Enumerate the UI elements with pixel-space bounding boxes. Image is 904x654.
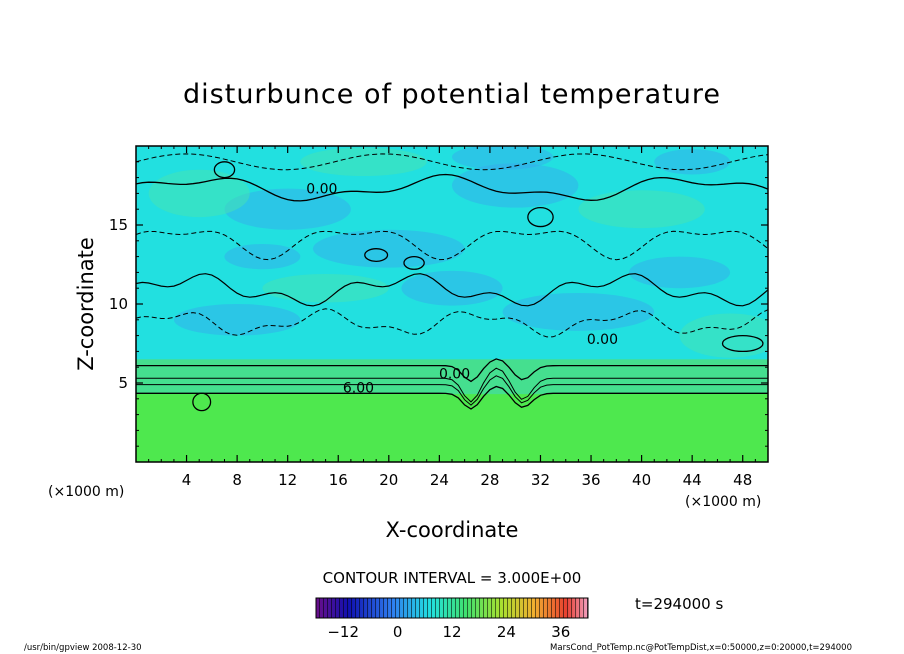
contour-label: 0.00: [587, 332, 618, 348]
contour-label: 0.00: [439, 367, 470, 383]
field-patch: [502, 292, 655, 331]
contour-line: [136, 273, 768, 307]
field-patch: [452, 146, 554, 170]
x-tick-label: 24: [430, 471, 449, 489]
colorbar-tick-label: 24: [497, 623, 516, 641]
contour-line: [136, 308, 768, 338]
field-patch: [173, 304, 301, 336]
lower-layer: [136, 394, 768, 462]
x-tick-label: 12: [278, 471, 297, 489]
contour-labels: 0.00 0.00 0.00 6.00: [306, 182, 618, 397]
field-patch: [312, 229, 465, 268]
x-tick-label: 28: [480, 471, 499, 489]
contour-lines: [136, 153, 768, 412]
contour-line: [136, 385, 768, 410]
chart-title: disturbunce of potential temperature: [183, 79, 721, 110]
colorbar-tick-label: 0: [393, 623, 403, 641]
footer-left: /usr/bin/gpview 2008-12-30: [24, 643, 142, 653]
field-patch: [452, 163, 579, 208]
contour-line: [136, 367, 768, 403]
plot-area: [136, 146, 768, 462]
contour-line: [136, 375, 768, 406]
y-tick-label: 5: [118, 374, 128, 392]
time-label: t=294000 s: [635, 595, 723, 613]
field-patch: [148, 169, 250, 218]
field-patch: [224, 243, 301, 270]
footer-right: MarsCond_PotTemp.nc@PotTempDist,x=0:5000…: [550, 643, 852, 653]
closed-contour: [403, 255, 425, 270]
contour-line: [136, 153, 768, 171]
x-tick-label: 48: [733, 471, 752, 489]
field-patch: [654, 149, 731, 175]
x-unit-left: (×1000 m): [48, 484, 124, 500]
colorbar-ticks: −12 0 12 24 36: [327, 623, 570, 641]
closed-contour: [721, 334, 764, 353]
closed-contour: [527, 206, 554, 228]
closed-contour: [364, 248, 389, 262]
field-patches: [148, 146, 768, 358]
contour-label: 0.00: [306, 182, 337, 198]
y-tick-label: 15: [109, 216, 128, 234]
x-unit-right: (×1000 m): [685, 494, 761, 510]
colorbar-tick-label: 12: [442, 623, 461, 641]
field-patch: [224, 188, 351, 230]
contour-line: [136, 173, 768, 202]
x-tick-label: 44: [683, 471, 702, 489]
colorbar: [315, 597, 589, 619]
x-tick-label: 36: [581, 471, 600, 489]
x-tick-label: 16: [329, 471, 348, 489]
field-patch: [628, 256, 731, 289]
x-axis-label: X-coordinate: [386, 518, 519, 542]
y-axis: 5 10 15: [109, 161, 768, 447]
contour-label: 6.00: [343, 381, 374, 397]
field-patch: [578, 190, 705, 229]
contour-line: [136, 358, 768, 383]
closed-contour: [192, 392, 212, 412]
x-tick-label: 20: [379, 471, 398, 489]
field-patch: [300, 147, 427, 177]
field-patch: [401, 270, 503, 306]
y-axis-label: Z-coordinate: [74, 237, 98, 371]
colorbar-tick-label: −12: [327, 623, 359, 641]
colorbar-tick-label: 36: [551, 623, 570, 641]
x-axis: 4 8 12 16 20 24 28 32 36 40 44 48: [148, 146, 756, 489]
x-tick-label: 8: [232, 471, 242, 489]
x-tick-label: 32: [531, 471, 550, 489]
y-tick-label: 10: [109, 295, 128, 313]
contour-interval: CONTOUR INTERVAL = 3.000E+00: [323, 569, 582, 587]
field-patch: [262, 273, 389, 303]
x-tick-label: 4: [182, 471, 192, 489]
closed-contour: [213, 161, 236, 179]
x-tick-label: 40: [632, 471, 651, 489]
